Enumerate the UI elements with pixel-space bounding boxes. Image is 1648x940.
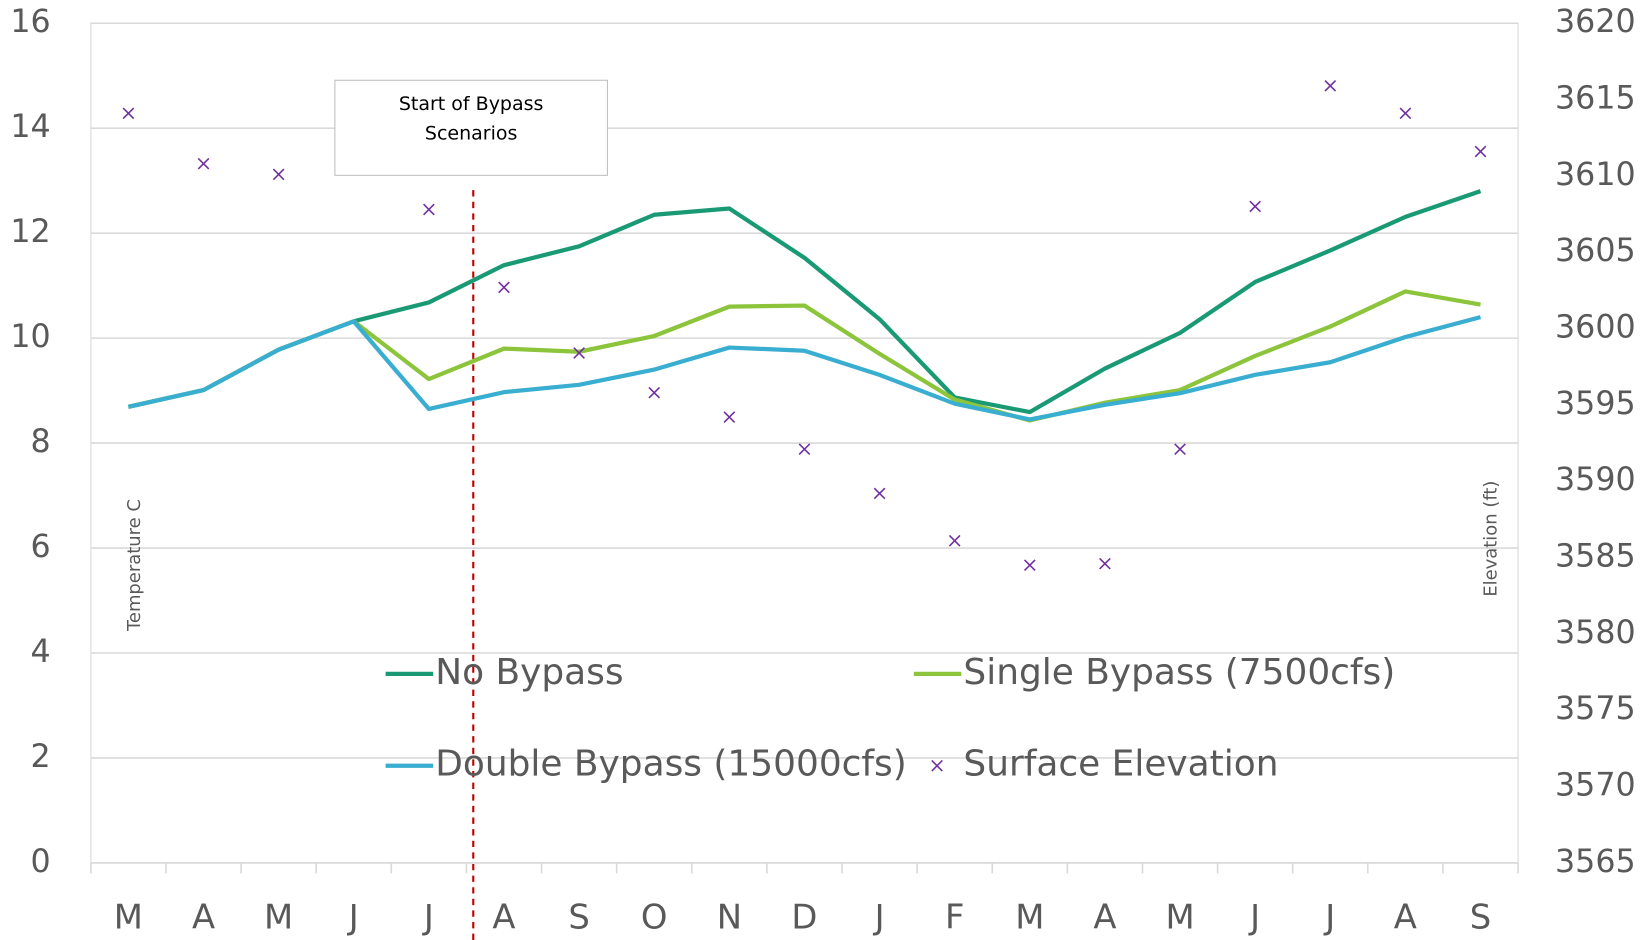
x-tick-label: J [422, 897, 434, 936]
legend-marker [931, 759, 943, 772]
x-tick-label: S [568, 897, 589, 936]
x-tick-label: M [114, 897, 143, 936]
scatter-point [1324, 79, 1337, 92]
scatter-point [723, 411, 736, 423]
x-tick-label: J [347, 897, 359, 936]
y-tick-label: 14 [10, 109, 50, 145]
y2-tick-label: 3605 [1555, 233, 1636, 269]
scatter-point [1399, 107, 1412, 120]
legend-label: Double Bypass (15000cfs) [435, 744, 907, 785]
y-tick-label: 8 [31, 424, 51, 460]
y2-tick-label: 3610 [1555, 157, 1636, 193]
y-tick-label: 2 [31, 739, 51, 775]
x-tick-label: J [873, 897, 885, 936]
x-tick-label: O [641, 897, 668, 936]
scatter-point [423, 203, 435, 216]
y2-tick-label: 3620 [1555, 4, 1636, 40]
x-tick-label: A [192, 897, 215, 936]
y2-tick-label: 3585 [1555, 539, 1636, 575]
y-tick-label: 16 [10, 4, 50, 40]
y-axis-title: Temperature C [124, 499, 145, 632]
annotation: Start of Bypass [399, 93, 544, 115]
x-tick-label: D [791, 897, 817, 936]
x-tick-label: J [1248, 897, 1260, 936]
y-tick-label: 0 [31, 844, 51, 880]
series-line [127, 189, 1482, 415]
annotation-box [334, 79, 608, 176]
y-tick-label: 12 [10, 214, 50, 250]
scatter-point [1249, 200, 1261, 213]
y-tick-label: 6 [31, 529, 51, 565]
series-line [127, 289, 1481, 423]
x-tick-label: M [1165, 897, 1194, 936]
plot-area [90, 22, 1519, 864]
scatter-point [648, 386, 661, 399]
legend-label: Surface Elevation [963, 744, 1278, 785]
series-line [127, 315, 1482, 422]
scatter-point [122, 107, 135, 120]
x-tick-label: M [264, 897, 293, 936]
scatter-point [1174, 443, 1186, 456]
scatter-point [798, 443, 811, 456]
x-tick-label: A [492, 897, 515, 936]
y2-tick-label: 3600 [1555, 310, 1636, 346]
scatter-point [948, 534, 961, 547]
x-tick-label: J [1323, 897, 1335, 936]
x-tick-label: N [717, 897, 742, 936]
scatter-point [1023, 559, 1036, 572]
y2-tick-label: 3580 [1555, 615, 1636, 651]
scatter-point [272, 168, 285, 181]
x-tick-label: M [1015, 897, 1044, 936]
scatter-point [1474, 145, 1487, 158]
y2-tick-label: 3595 [1555, 386, 1636, 422]
y2-tick-label: 3575 [1555, 691, 1636, 727]
y2-axis-title: Elevation (ft) [1481, 481, 1502, 597]
scatter-point [1099, 557, 1111, 570]
legend-label: No Bypass [435, 652, 623, 693]
x-tick-label: A [1093, 897, 1116, 936]
y2-tick-label: 3615 [1555, 81, 1636, 117]
scatter-point [573, 347, 585, 359]
x-tick-label: F [945, 897, 964, 936]
x-tick-label: S [1470, 897, 1491, 936]
scatter-point [197, 157, 210, 170]
y2-tick-label: 3570 [1555, 768, 1636, 804]
y2-tick-label: 3565 [1555, 844, 1636, 880]
y2-tick-label: 3590 [1555, 462, 1636, 498]
x-tick-label: A [1394, 897, 1417, 936]
y-tick-label: 10 [10, 319, 50, 355]
y-tick-label: 4 [31, 634, 51, 670]
scatter-point [873, 487, 886, 500]
annotation: Scenarios [425, 123, 518, 145]
scatter-point [498, 281, 510, 294]
legend-label: Single Bypass (7500cfs) [963, 652, 1395, 693]
